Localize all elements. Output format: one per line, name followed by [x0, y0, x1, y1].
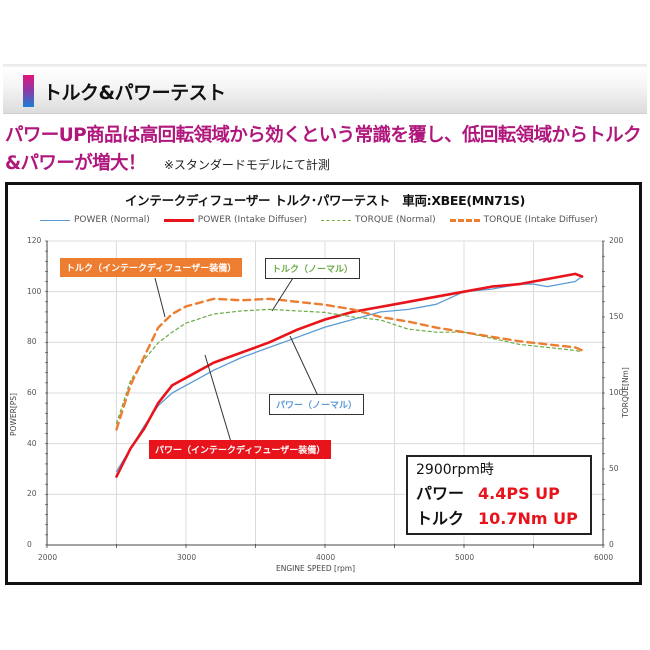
y-right-tick-label: 0 — [609, 540, 614, 549]
legend-swatch — [449, 218, 480, 222]
y-right-tick-label: 50 — [609, 464, 619, 473]
x-tick-label: 6000 — [594, 553, 614, 562]
y-left-tick-label: 20 — [27, 489, 37, 499]
legend-item-power-normal: POWER (Normal) — [40, 215, 150, 225]
legend-swatch — [320, 219, 351, 221]
info-torque-row: トルク 10.7Nm UP — [416, 506, 582, 531]
y-left-tick-label: 120 — [27, 236, 42, 245]
info-torque-label: トルク — [416, 509, 465, 528]
series-line-3 — [115, 297, 584, 431]
y-axis-left-label: POWER[PS] — [8, 393, 18, 436]
legend-label: POWER (Normal) — [74, 215, 150, 225]
section-header: トルク&パワーテスト — [3, 67, 647, 114]
info-rpm: 2900rpm時 — [416, 462, 494, 478]
y-axis-right-label: TORQUE[Nm] — [620, 367, 630, 418]
callout-torque-normal: トルク（ノーマル） — [265, 258, 361, 279]
legend-swatch — [163, 218, 194, 222]
legend-label: TORQUE (Intake Diffuser) — [483, 215, 598, 225]
info-power-label: パワー — [416, 484, 465, 503]
series-line-1 — [115, 272, 584, 478]
x-tick-label: 3000 — [177, 553, 197, 562]
y-right-tick-label: 150 — [609, 312, 624, 321]
lead-note: ※スタンダードモデルにて計測 — [163, 158, 330, 172]
legend-label: POWER (Intake Diffuser) — [197, 215, 307, 225]
y-left-tick-label: 60 — [27, 388, 37, 397]
y-right-tick-label: 200 — [609, 236, 624, 245]
legend-label: TORQUE (Normal) — [354, 215, 436, 225]
header-accent-bar — [23, 75, 34, 107]
callout-power-normal: パワー（ノーマル） — [269, 394, 365, 415]
legend-item-torque-normal: TORQUE (Normal) — [320, 215, 436, 225]
legend-item-torque-diffuser: TORQUE (Intake Diffuser) — [449, 215, 598, 225]
result-info-box: 2900rpm時 パワー 4.4PS UP トルク 10.7Nm UP — [406, 455, 592, 535]
top-divider — [3, 64, 647, 68]
y-left-tick-label: 100 — [27, 286, 42, 296]
y-right-tick-label: 100 — [609, 388, 624, 397]
y-left-tick-label: 40 — [27, 438, 37, 448]
x-tick-label: 2000 — [38, 553, 58, 562]
y-left-tick-label: 0 — [27, 540, 32, 549]
info-power-row: パワー 4.4PS UP — [416, 481, 582, 506]
callout-torque-diffuser: トルク（インテークディフューザー装備） — [60, 258, 243, 277]
y-left-tick-label: 80 — [27, 337, 37, 347]
info-torque-value: 10.7Nm UP — [478, 509, 578, 528]
chart-legend: POWER (Normal) POWER (Intake Diffuser) T… — [40, 215, 598, 225]
section-title: トルク&パワーテスト — [43, 82, 226, 104]
lead-headline: パワーUP商品は高回転領域から効くという常識を覆し、低回転領域からトルク&パワー… — [5, 125, 642, 174]
info-power-value: 4.4PS UP — [478, 484, 560, 503]
legend-item-power-diffuser: POWER (Intake Diffuser) — [163, 215, 307, 225]
x-tick-label: 4000 — [316, 553, 336, 562]
callout-power-diffuser: パワー（インテークディフューザー装備） — [149, 440, 332, 459]
x-axis-label: ENGINE SPEED [rpm] — [276, 564, 356, 573]
legend-swatch — [40, 219, 70, 221]
x-tick-label: 5000 — [455, 553, 475, 562]
lead-text: パワーUP商品は高回転領域から効くという常識を覆し、低回転領域からトルク&パワー… — [5, 122, 645, 179]
chart-title: インテークディフューザー トルク･パワーテスト 車両:XBEE(MN71S) — [124, 193, 526, 208]
